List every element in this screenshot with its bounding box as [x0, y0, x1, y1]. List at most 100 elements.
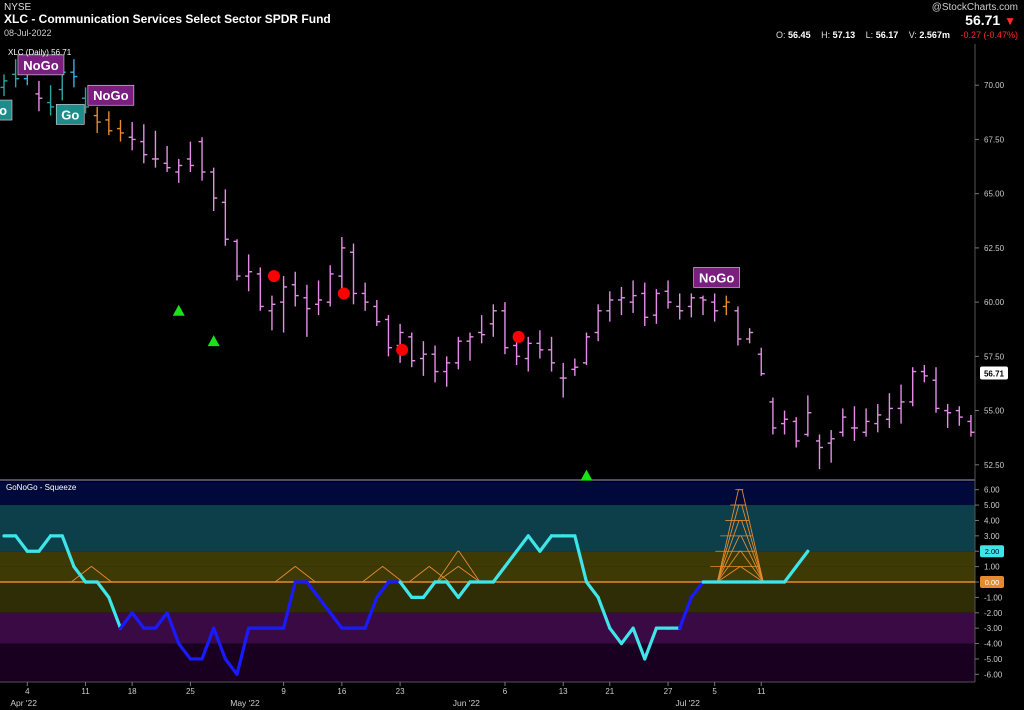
ohlc-bar [186, 141, 194, 172]
oscillator-tick-label: 1.00 [984, 563, 1000, 572]
ohlc-bar [862, 408, 870, 437]
oscillator-segment [60, 534, 76, 569]
price-tick-label: 70.00 [984, 81, 1005, 90]
down-arrow-icon: ▼ [1004, 14, 1016, 28]
oscillator-value-badge-label: 2.00 [985, 547, 1000, 556]
ohlc-bar [839, 408, 847, 437]
oscillator-band [0, 643, 975, 682]
oscillator-tick-label: 5.00 [984, 501, 1000, 510]
oscillator-tick-label: 4.00 [984, 516, 1000, 525]
ohlc-bar [850, 406, 858, 441]
squeeze-fan-line [274, 566, 316, 583]
ohlc-bar [70, 59, 78, 88]
price-tick-label: 55.00 [984, 407, 1005, 416]
date-tick-label: 16 [337, 687, 346, 696]
oscillator-tick-label: -1.00 [984, 593, 1003, 602]
ohlc-bar [268, 295, 276, 331]
low-key: L: [865, 30, 874, 40]
ohlc-bar [35, 80, 43, 112]
last-price: 56.71 ▼ [965, 12, 1016, 28]
ohlc-bar [443, 356, 451, 387]
ohlc-bar [501, 302, 509, 355]
trend-continuation-triangle [580, 469, 593, 481]
oscillator-segment [794, 549, 810, 569]
last-price-badge-label: 56.71 [984, 369, 1005, 378]
ohlc-bar [606, 291, 614, 322]
oscillator-line [0, 489, 975, 676]
ohlc-bar [93, 106, 101, 133]
oscillator-segment [398, 580, 414, 599]
ohlc-bar [594, 304, 602, 342]
ohlc-bar [361, 282, 369, 311]
date-tick-label: 5 [712, 687, 717, 696]
ohlc-bar [419, 341, 427, 376]
volume-key: V: [908, 30, 917, 40]
oscillator-segment [14, 534, 29, 553]
oscillator-segment [316, 595, 332, 615]
countertrend-dot [267, 270, 280, 283]
ohlc-bar [874, 404, 882, 433]
ohlc-bar [221, 189, 229, 246]
ohlc-bar [711, 293, 719, 322]
squeeze-fan-line [436, 566, 481, 583]
oscillator-segment [782, 565, 798, 584]
ohlc-bar [652, 289, 660, 324]
ohlc-bar [315, 280, 323, 316]
oscillator-segment [514, 534, 530, 553]
ohlc-bar [559, 362, 567, 398]
oscillator-segment [596, 595, 612, 630]
ohlc-bar [816, 434, 823, 470]
oscillator-segment [584, 580, 600, 599]
ohlc-bar [256, 267, 264, 311]
ohlc-bar [466, 332, 474, 361]
price-tick-label: 67.50 [984, 135, 1005, 144]
ohlc-bar [955, 406, 963, 426]
countertrend-dot [396, 343, 409, 356]
ohlc-bar [967, 414, 975, 437]
label-text: NoGo [699, 270, 734, 285]
ohlc-bar [792, 417, 800, 448]
oscillator-segment [223, 657, 239, 676]
change-value: -0.27 (-0.47%) [960, 30, 1018, 40]
oscillator-band [0, 505, 975, 552]
oscillator-segment [538, 534, 554, 553]
oscillator-segment [363, 595, 379, 630]
nogo-label: NoGo [87, 84, 135, 106]
ohlc-bar [12, 59, 20, 88]
ohlc-readout: O: 56.45 H: 57.13 L: 56.17 V: 2.567m -0.… [776, 30, 1018, 40]
ohlc-bar [909, 367, 917, 407]
ohlc-bar [175, 158, 183, 183]
ohlc-bar [82, 87, 90, 114]
trend-continuation-triangle [207, 335, 220, 347]
last-price-value: 56.71 [965, 12, 1001, 28]
ohlc-bar [431, 345, 439, 383]
label-text: NoGo [23, 58, 58, 73]
open-key: O: [776, 30, 786, 40]
ohlc-bar [885, 393, 893, 428]
low-value: 56.17 [875, 30, 899, 40]
month-label: Apr '22 [10, 698, 37, 708]
oscillator-segment [445, 580, 460, 599]
label-text: NoGo [93, 88, 128, 103]
date-tick-label: 11 [81, 687, 90, 696]
oscillator-segment [72, 565, 88, 584]
squeeze-fan-line [408, 566, 450, 583]
ohlc-bar [326, 265, 334, 307]
oscillator-segment [643, 626, 659, 661]
nogo-label: NoGo [17, 54, 65, 76]
price-tick-label: 57.50 [984, 352, 1005, 361]
ohlc-bar [617, 286, 625, 316]
ohlc-bar [198, 137, 206, 181]
ohlc-bar [769, 397, 777, 435]
oscillator-segment [282, 580, 297, 630]
label-text: Go [61, 107, 79, 122]
oscillator-segment [95, 580, 111, 599]
oscillator-band [0, 551, 975, 567]
ohlc-bar [117, 119, 124, 142]
volume-value: 2.567m [919, 30, 950, 40]
price-legend: XLC (Daily) 56.71 [8, 48, 72, 57]
oscillator-segment [212, 626, 227, 661]
ohlc-bar [163, 145, 171, 172]
ohlc-bar [151, 130, 159, 168]
